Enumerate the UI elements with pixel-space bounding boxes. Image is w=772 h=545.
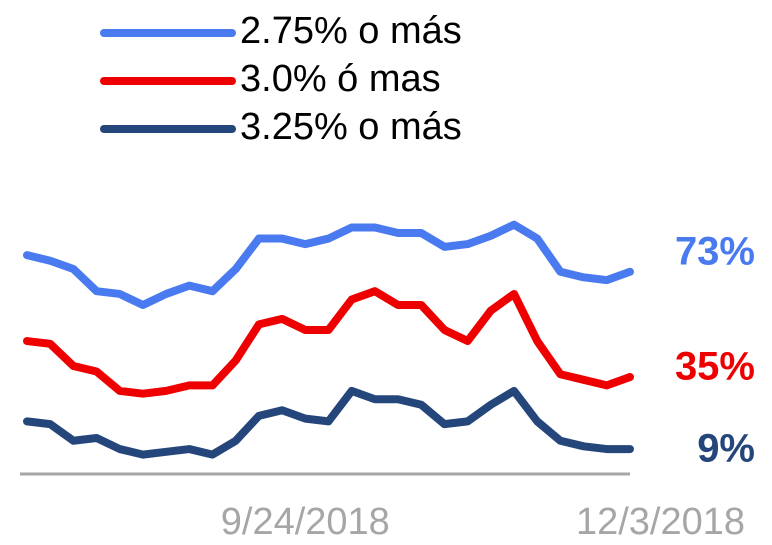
series-line	[23, 287, 634, 398]
x-tick-label: 9/24/2018	[221, 501, 390, 543]
legend-label: 2.75% o más	[240, 10, 462, 52]
legend-label: 3.25% o más	[240, 106, 462, 148]
legend-label: 3.0% ó mas	[240, 58, 441, 100]
x-tick-label: 12/3/2018	[576, 501, 745, 543]
end-label: 73%	[675, 229, 755, 273]
end-label: 9%	[697, 427, 755, 471]
series-line	[23, 220, 634, 310]
end-label: 35%	[675, 345, 755, 389]
series-line	[23, 386, 634, 459]
